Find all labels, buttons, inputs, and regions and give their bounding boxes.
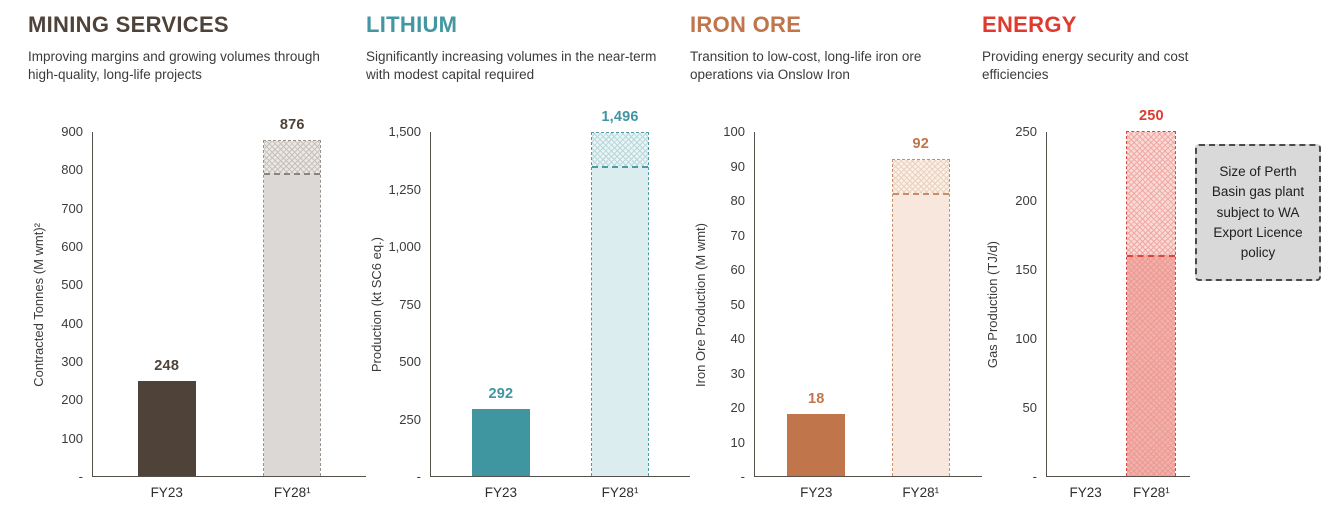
y-axis-ticks: - 250 500 750 1,000 1,250 1,500 (386, 124, 430, 484)
x-axis-label: FY28¹ (601, 485, 639, 500)
y-axis-tick: 1,250 (388, 181, 421, 197)
y-axis-tick: 200 (61, 392, 83, 408)
y-axis-tick: 90 (730, 158, 745, 174)
x-axis-label: FY23 (800, 485, 833, 500)
y-axis-ticks: - 100 200 300 400 500 600 700 800 900 (48, 124, 92, 484)
y-axis-tick: 50 (730, 296, 745, 312)
y-axis-label: Gas Production (TJ/d) (984, 240, 1000, 369)
y-axis-ticks: - 50 100 150 200 250 (1002, 124, 1046, 484)
y-axis-tick: 80 (730, 193, 745, 208)
y-axis-label: Production (kt SC6 eq.) (368, 236, 384, 373)
fy28-solid-segment (892, 193, 949, 476)
section-lithium: LITHIUM Significantly increasing volumes… (366, 12, 690, 529)
bar-fy28 (591, 131, 650, 476)
y-axis-tick: 500 (61, 277, 83, 293)
fy28-solid-segment (1127, 255, 1176, 476)
fy28-solid-segment (592, 165, 649, 476)
fy28-hatched-segment (892, 159, 949, 194)
plot-area-energy: FY23 FY28¹ 250 (1046, 108, 1190, 500)
section-energy: ENERGY Providing energy security and cos… (982, 12, 1321, 529)
y-axis-tick: - (78, 469, 83, 484)
x-axis-label: FY28¹ (273, 485, 311, 500)
fy28-hatched-segment (1127, 132, 1176, 256)
y-axis-tick: 300 (61, 354, 83, 369)
bar-fy23 (137, 380, 196, 476)
bar-value-label: 248 (154, 357, 180, 374)
chart-energy: Gas Production (TJ/d) - 50 100 150 200 250 FY… (982, 108, 1190, 500)
section-title-mining-services: MINING SERVICES (28, 12, 229, 37)
section-subtitle-lithium: Significantly increasing volumes in the … (366, 49, 657, 83)
y-axis-tick: 100 (61, 430, 83, 446)
bar-value-label: 292 (488, 385, 514, 402)
bar-value-label: 1,496 (601, 108, 639, 125)
y-axis-tick: 70 (730, 227, 745, 243)
y-axis-tick: 1,500 (388, 124, 421, 139)
y-axis-tick: 50 (1022, 400, 1037, 415)
y-axis-tick: 250 (1015, 124, 1037, 139)
section-mining-services: MINING SERVICES Improving margins and gr… (28, 12, 366, 529)
y-axis-tick: 600 (61, 239, 83, 254)
y-axis-tick: 700 (61, 200, 83, 216)
plot-area-mining-services: FY23 248 FY28¹ 876 (92, 117, 366, 500)
x-axis-label: FY28¹ (1132, 485, 1170, 500)
bar-fy28 (263, 140, 322, 476)
y-axis-tick: 250 (399, 411, 421, 427)
y-axis-tick: 20 (730, 400, 745, 415)
y-axis-tick: 60 (730, 262, 745, 277)
plot-area-lithium: FY23 292 FY28¹ 1,496 (430, 109, 690, 500)
bar-value-label: 876 (279, 117, 305, 134)
y-axis-tick: 30 (730, 365, 745, 381)
bar-fy28 (891, 158, 950, 476)
note-box-perth-basin: Size of Perth Basin gas plant subject to… (1195, 144, 1321, 282)
fy28-hatched-segment (592, 132, 649, 166)
y-axis-tick: - (740, 469, 745, 484)
x-axis-label: FY28¹ (902, 485, 940, 500)
fy28-hatched-segment (264, 141, 321, 174)
y-axis-tick: 750 (399, 296, 421, 312)
section-subtitle-mining-services: Improving margins and growing volumes th… (28, 49, 320, 83)
bar-fy28 (1126, 131, 1177, 476)
chart-lithium: Production (kt SC6 eq.) - 250 500 750 1,000 1… (366, 109, 690, 500)
chart-iron-ore: Iron Ore Production (M wmt) - 10 20 30 40 50 6… (690, 124, 982, 500)
bar-fy23 (787, 413, 846, 476)
section-title-iron-ore: IRON ORE (690, 12, 802, 37)
section-title-lithium: LITHIUM (366, 12, 458, 37)
x-axis-label: FY23 (150, 485, 183, 500)
section-subtitle-iron-ore: Transition to low-cost, long-life iron o… (690, 49, 922, 83)
y-axis-tick: 200 (1015, 193, 1037, 208)
y-axis-tick: 400 (61, 315, 83, 331)
y-axis-tick: 900 (61, 124, 83, 139)
x-axis-label: FY23 (484, 485, 518, 500)
y-axis-tick: 150 (1015, 262, 1037, 277)
bar-value-label: 92 (912, 135, 929, 152)
y-axis-tick: 40 (730, 331, 745, 346)
y-axis-ticks: - 10 20 30 40 50 60 70 80 90 100 (710, 124, 754, 484)
y-axis-tick: 1,000 (388, 239, 421, 254)
y-axis-tick: 800 (61, 162, 83, 178)
bar-fy23 (471, 408, 530, 476)
fy28-solid-segment (264, 173, 321, 476)
plot-area-iron-ore: FY23 18 FY28¹ 92 (754, 132, 982, 500)
y-axis-label: Iron Ore Production (M wmt) (692, 222, 708, 387)
y-axis-tick: - (1032, 469, 1037, 484)
x-axis-label: FY23 (1069, 485, 1102, 500)
y-axis-tick: 10 (730, 434, 745, 450)
y-axis-tick: - (416, 469, 421, 484)
y-axis-tick: 100 (1015, 331, 1037, 346)
bar-value-label: 250 (1138, 108, 1164, 124)
section-title-energy: ENERGY (982, 12, 1077, 37)
chart-mining-services: Contracted Tonnes (M wmt)² - 100 200 300 400… (28, 117, 366, 500)
y-axis-label: Contracted Tonnes (M wmt)² (30, 222, 46, 387)
y-axis-tick: 500 (399, 354, 421, 369)
section-subtitle-energy: Providing energy security and cost effic… (982, 49, 1189, 83)
section-iron-ore: IRON ORE Transition to low-cost, long-li… (690, 12, 982, 529)
y-axis-tick: 100 (723, 124, 745, 139)
bar-value-label: 18 (808, 390, 825, 407)
